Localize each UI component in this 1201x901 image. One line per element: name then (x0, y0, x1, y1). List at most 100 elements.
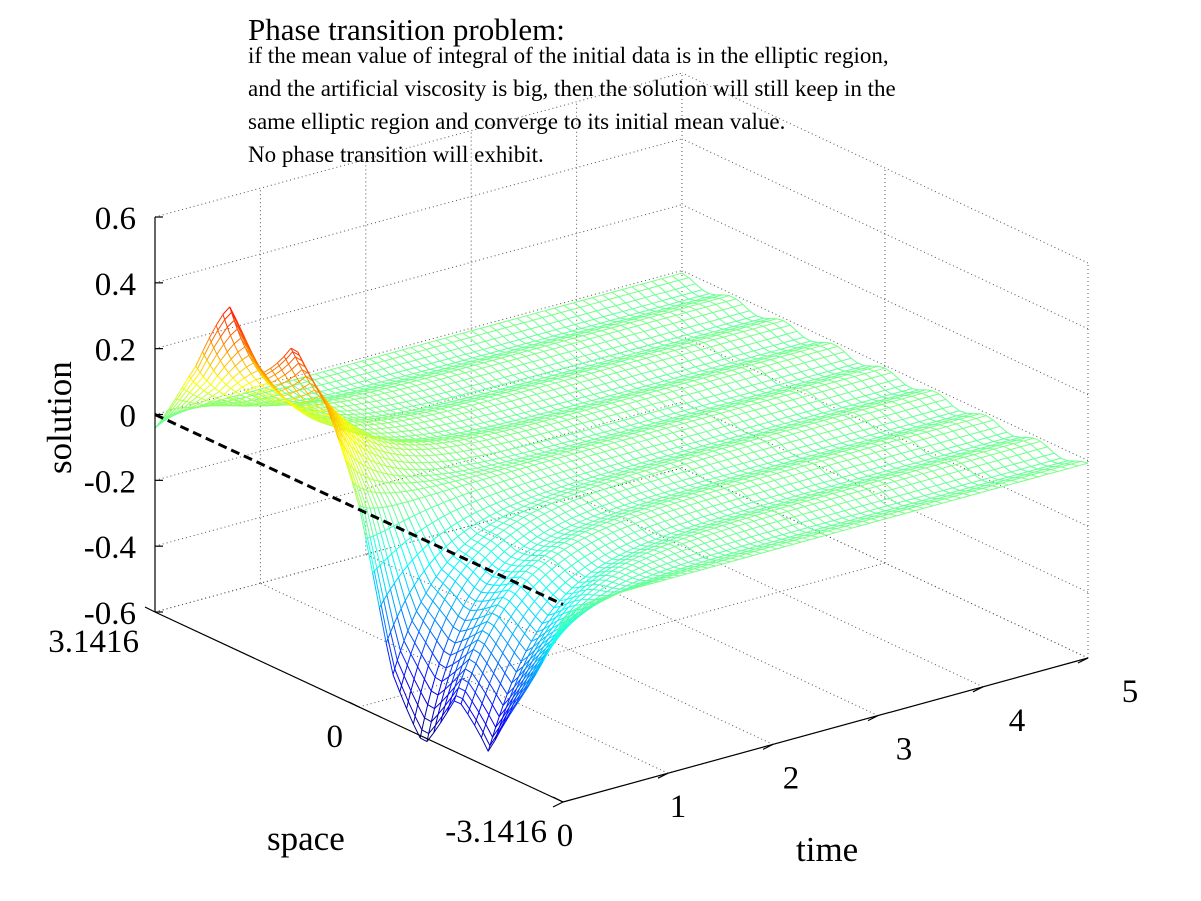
mesh-segment (442, 446, 450, 449)
mesh-segment (723, 333, 734, 338)
mesh-segment (285, 388, 291, 395)
mesh-segment (463, 457, 471, 460)
mesh-segment (827, 371, 835, 375)
mesh-segment (706, 328, 714, 333)
mesh-segment (713, 336, 724, 341)
mesh-segment (446, 381, 456, 385)
mesh-segment (573, 590, 580, 598)
mesh-segment (664, 489, 673, 494)
mesh-segment (885, 412, 896, 417)
mesh-segment (660, 334, 668, 341)
mesh-segment (457, 438, 465, 442)
mesh-segment (673, 479, 683, 484)
mesh-segment (712, 328, 724, 333)
mesh-segment (763, 488, 773, 492)
mesh-segment (490, 466, 499, 470)
mesh-segment (608, 299, 617, 306)
mesh-segment (797, 356, 805, 364)
mesh-segment (683, 468, 693, 473)
mesh-segment (335, 390, 343, 394)
mesh-segment (473, 617, 480, 628)
mesh-segment (462, 483, 470, 487)
mesh-segment (616, 411, 626, 415)
mesh-segment (552, 588, 560, 596)
mesh-segment (853, 429, 864, 434)
mesh-segment (736, 320, 744, 325)
mesh-segment (407, 385, 417, 389)
mesh-segment (996, 431, 1007, 436)
mesh-segment (506, 366, 516, 370)
mesh-segment (908, 401, 917, 409)
mesh-segment (988, 479, 999, 483)
mesh-segment (449, 369, 459, 373)
mesh-segment (977, 465, 985, 473)
mesh-segment (613, 378, 624, 382)
mesh-segment (636, 508, 645, 512)
mesh-segment (955, 479, 963, 486)
mesh-segment (387, 473, 393, 476)
mesh-segment (605, 550, 613, 556)
mesh-segment (383, 557, 388, 563)
mesh-segment (831, 442, 842, 447)
mesh-segment (222, 314, 226, 320)
mesh-segment (451, 339, 461, 343)
mesh-segment (342, 389, 351, 392)
mesh-segment (882, 421, 893, 426)
mesh-segment (833, 417, 841, 422)
mesh-segment (366, 377, 375, 381)
mesh-segment (706, 428, 716, 432)
mesh-segment (888, 461, 899, 466)
mesh-segment (670, 460, 680, 464)
mesh-segment (619, 580, 627, 585)
mesh-segment (741, 367, 749, 372)
mesh-segment (530, 550, 538, 556)
mesh-segment (628, 472, 638, 477)
mesh-segment (600, 515, 609, 519)
mesh-segment (753, 347, 764, 352)
mesh-segment (768, 384, 779, 389)
mesh-segment (678, 527, 687, 532)
mesh-segment (760, 351, 771, 356)
mesh-segment (860, 522, 870, 527)
mesh-segment (307, 393, 313, 401)
mesh-segment (625, 494, 634, 499)
mesh-segment (527, 422, 536, 426)
mesh-segment (411, 611, 417, 622)
mesh-segment (497, 652, 504, 664)
mesh-segment (449, 445, 457, 448)
mesh-segment (536, 623, 543, 633)
mesh-segment (786, 392, 796, 396)
mesh-segment (538, 491, 547, 496)
mesh-segment (838, 394, 846, 402)
mesh-segment (571, 530, 579, 536)
mesh-segment (693, 334, 704, 338)
mesh-segment (490, 598, 497, 608)
mesh-segment (594, 436, 603, 440)
mesh-segment (464, 442, 472, 445)
mesh-segment (594, 404, 604, 409)
mesh-segment (687, 342, 695, 346)
mesh-segment (452, 615, 459, 628)
mesh-segment (745, 554, 754, 559)
mesh-segment (439, 416, 447, 420)
mesh-segment (891, 372, 899, 380)
mesh-segment (239, 371, 245, 379)
mesh-segment (685, 283, 696, 288)
mesh-segment (503, 497, 511, 501)
mesh-segment (788, 381, 796, 386)
mesh-segment (540, 431, 549, 435)
mesh-segment (609, 320, 617, 323)
mesh-segment (824, 341, 831, 344)
mesh-segment (668, 282, 676, 290)
mesh-segment (537, 500, 546, 506)
mesh-segment (746, 344, 755, 352)
mesh-segment (786, 333, 795, 341)
mesh-segment (620, 525, 628, 530)
mesh-segment (843, 527, 853, 531)
mesh-segment (237, 351, 243, 361)
mesh-segment (664, 518, 673, 522)
mesh-segment (393, 577, 399, 584)
mesh-segment (949, 413, 957, 417)
mesh-segment (793, 350, 801, 352)
mesh-segment (1050, 469, 1058, 472)
